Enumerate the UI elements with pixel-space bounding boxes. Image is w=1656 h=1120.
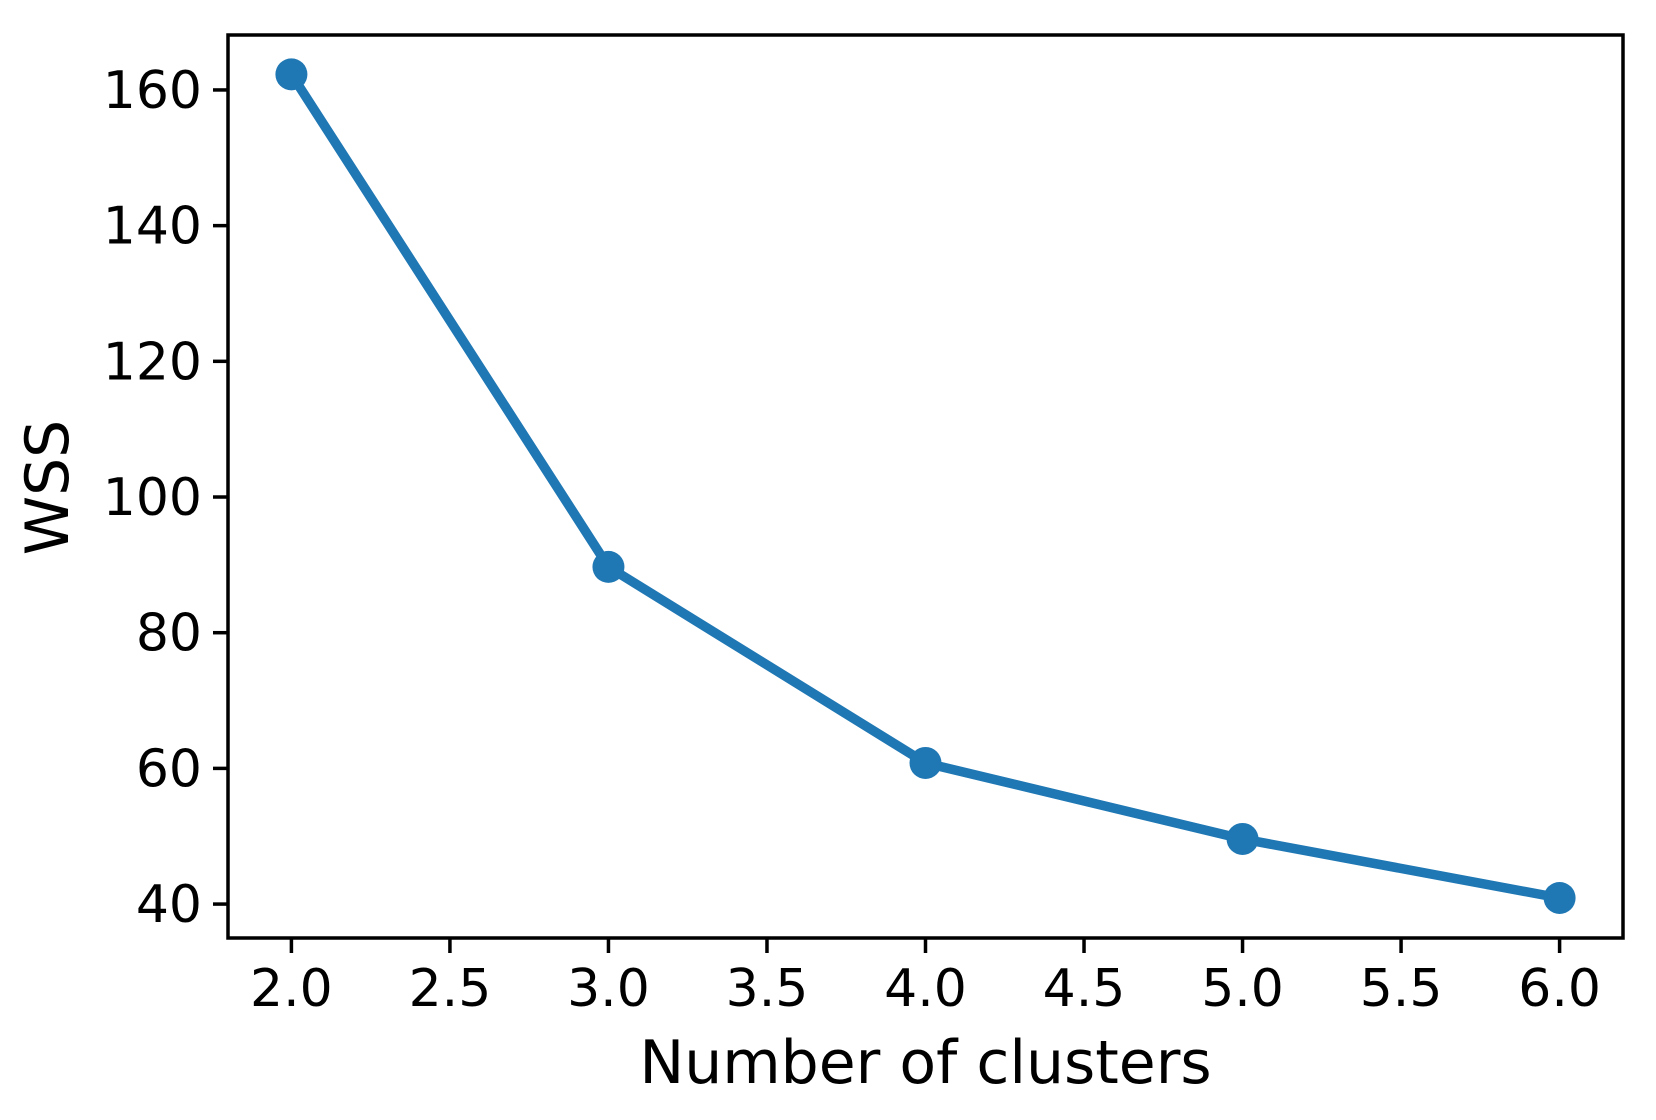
y-axis-label: WSS — [13, 420, 83, 556]
data-point — [592, 550, 625, 583]
y-tick-label: 80 — [136, 604, 202, 664]
x-tick-label: 6.0 — [1518, 959, 1601, 1019]
y-tick-label: 160 — [103, 61, 202, 121]
y-tick-label: 120 — [103, 332, 202, 392]
x-tick-label: 4.0 — [884, 959, 967, 1019]
data-point — [1226, 822, 1259, 855]
plot-area — [228, 35, 1623, 938]
data-point — [1543, 881, 1576, 914]
x-tick-label: 3.0 — [567, 959, 650, 1019]
x-tick-label: 3.5 — [726, 959, 809, 1019]
x-tick-label: 2.5 — [409, 959, 492, 1019]
x-tick-label: 4.5 — [1043, 959, 1126, 1019]
y-axis-ticks: 40 60 80 100 120 140 160 — [103, 61, 228, 935]
y-tick-label: 60 — [136, 739, 202, 799]
x-tick-label: 5.5 — [1360, 959, 1443, 1019]
data-point — [275, 58, 308, 91]
x-axis-label: Number of clusters — [639, 1028, 1211, 1098]
data-point-markers — [275, 58, 1576, 914]
x-tick-label: 2.0 — [250, 959, 333, 1019]
x-tick-label: 5.0 — [1201, 959, 1284, 1019]
x-axis-ticks: 2.0 2.5 3.0 3.5 4.0 4.5 5.0 5.5 6.0 — [250, 938, 1601, 1019]
y-tick-label: 140 — [103, 197, 202, 257]
data-point — [909, 746, 942, 779]
y-tick-label: 100 — [103, 468, 202, 528]
y-tick-label: 40 — [136, 875, 202, 935]
